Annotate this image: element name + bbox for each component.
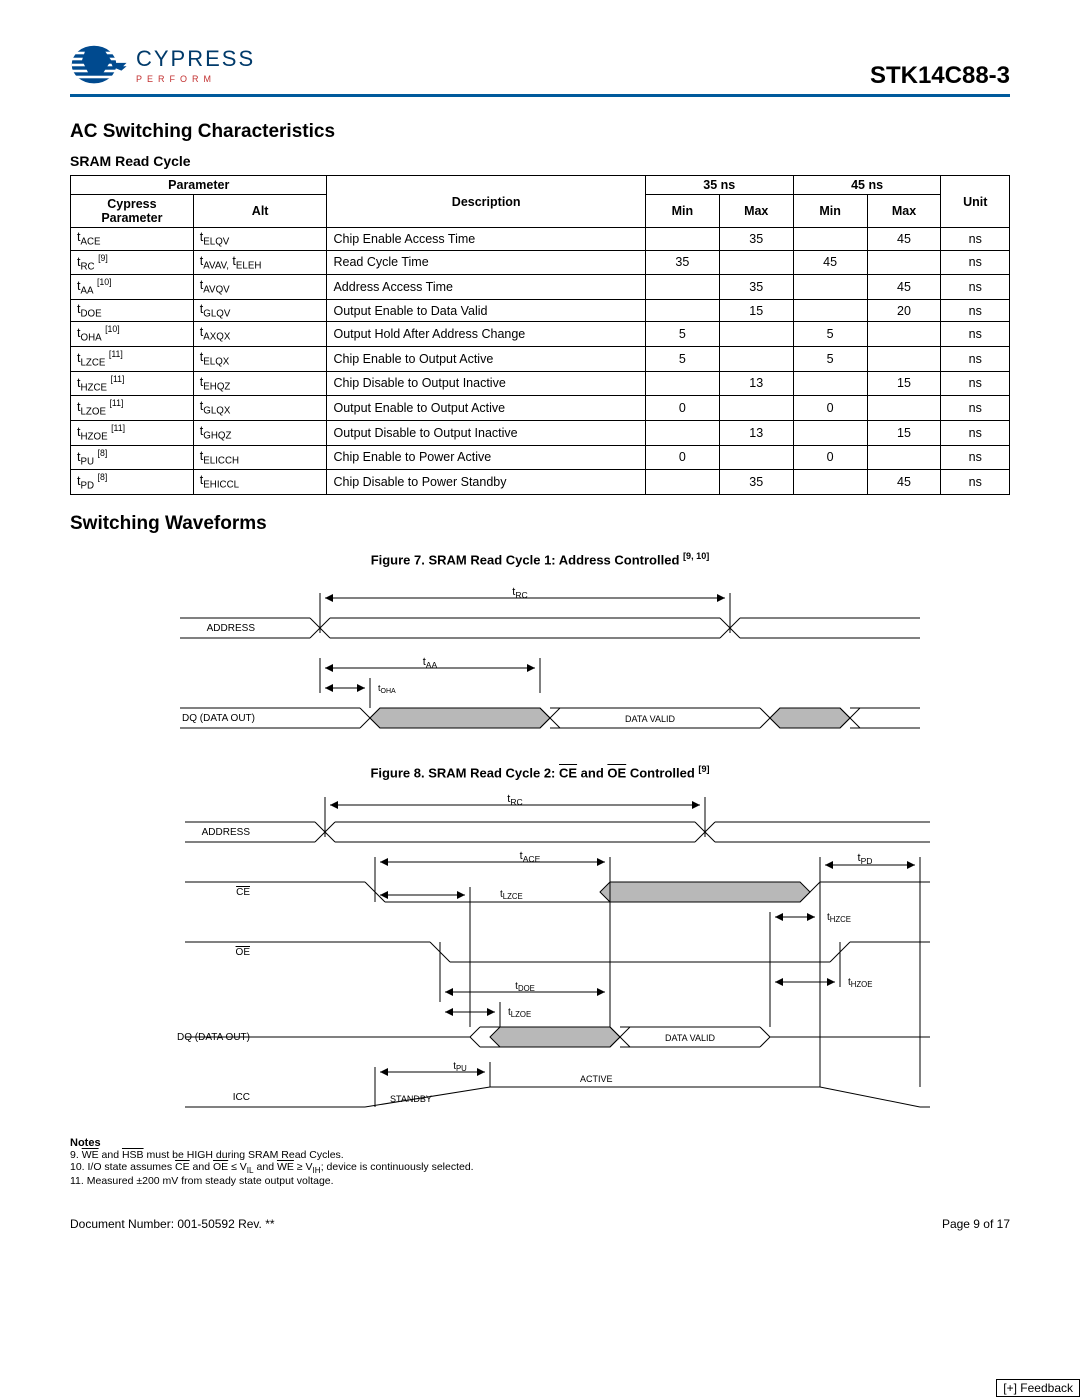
page-footer: Document Number: 001-50592 Rev. ** Page … bbox=[70, 1217, 1010, 1231]
svg-text:tLZOE: tLZOE bbox=[508, 1007, 531, 1019]
note-9: 9. WE and HSB must be HIGH during SRAM R… bbox=[70, 1149, 344, 1161]
doc-number: Document Number: 001-50592 Rev. ** bbox=[70, 1217, 275, 1231]
svg-text:tAA: tAA bbox=[423, 656, 438, 670]
table-row: tDOEtGLQVOutput Enable to Data Valid1520… bbox=[71, 299, 1010, 322]
svg-text:STANDBY: STANDBY bbox=[390, 1094, 432, 1104]
section-ac-title: AC Switching Characteristics bbox=[70, 121, 1010, 143]
th-min35: Min bbox=[645, 195, 719, 228]
cypress-globe-icon bbox=[70, 40, 130, 90]
svg-text:ICC: ICC bbox=[233, 1092, 250, 1103]
page-number: Page 9 of 17 bbox=[942, 1217, 1010, 1231]
svg-text:tPU: tPU bbox=[453, 1061, 467, 1073]
note-11: 11. Measured ±200 mV from steady state o… bbox=[70, 1175, 334, 1187]
table-row: tPU [8]tELICCHChip Enable to Power Activ… bbox=[71, 445, 1010, 470]
table-row: tHZOE [11]tGHQZOutput Disable to Output … bbox=[71, 420, 1010, 445]
table-row: tLZOE [11]tGLQXOutput Enable to Output A… bbox=[71, 396, 1010, 421]
svg-text:OE: OE bbox=[236, 947, 251, 958]
th-max35: Max bbox=[719, 195, 793, 228]
svg-text:tOHA: tOHA bbox=[378, 683, 396, 695]
th-45ns: 45 ns bbox=[793, 176, 941, 195]
figure8-caption: Figure 8. SRAM Read Cycle 2: CE and OE C… bbox=[70, 764, 1010, 780]
th-max45: Max bbox=[867, 195, 941, 228]
part-number: STK14C88-3 bbox=[870, 62, 1010, 90]
timing-diagram-2: tRC ADDRESS tACE tPD bbox=[130, 787, 950, 1117]
th-unit: Unit bbox=[941, 176, 1010, 228]
table-row: tLZCE [11]tELQXChip Enable to Output Act… bbox=[71, 346, 1010, 371]
svg-text:DATA VALID: DATA VALID bbox=[665, 1033, 716, 1043]
svg-text:DATA VALID: DATA VALID bbox=[625, 714, 676, 724]
svg-text:CE: CE bbox=[236, 887, 250, 898]
section-sw-title: Switching Waveforms bbox=[70, 513, 1010, 535]
figure7-caption: Figure 7. SRAM Read Cycle 1: Address Con… bbox=[70, 551, 1010, 567]
spec-table: Parameter Description 35 ns 45 ns Unit C… bbox=[70, 175, 1010, 495]
sram-read-title: SRAM Read Cycle bbox=[70, 153, 1010, 169]
table-row: tHZCE [11]tEHQZChip Disable to Output In… bbox=[71, 371, 1010, 396]
table-row: tRC [9]tAVAV, tELEHRead Cycle Time3545ns bbox=[71, 250, 1010, 275]
table-row: tAA [10]tAVQVAddress Access Time3545ns bbox=[71, 275, 1010, 300]
svg-text:DQ (DATA OUT): DQ (DATA OUT) bbox=[182, 713, 255, 724]
brand-name: CYPRESS bbox=[136, 46, 255, 72]
svg-text:tRC: tRC bbox=[507, 793, 522, 807]
svg-text:ADDRESS: ADDRESS bbox=[207, 623, 256, 634]
svg-text:tHZOE: tHZOE bbox=[848, 977, 872, 989]
notes-title: Notes bbox=[70, 1137, 101, 1149]
header-rule bbox=[70, 94, 1010, 97]
svg-text:tHZCE: tHZCE bbox=[827, 912, 851, 924]
svg-text:ADDRESS: ADDRESS bbox=[202, 827, 251, 838]
feedback-button[interactable]: [+] Feedback bbox=[996, 1379, 1080, 1397]
table-row: tPD [8]tEHICCLChip Disable to Power Stan… bbox=[71, 470, 1010, 495]
th-alt: Alt bbox=[193, 195, 327, 228]
timing-diagram-1: tRC ADDRESS tAA tOHA bbox=[140, 573, 940, 748]
notes: Notes 9. WE and HSB must be HIGH during … bbox=[70, 1137, 1010, 1187]
th-min45: Min bbox=[793, 195, 867, 228]
svg-text:tPD: tPD bbox=[858, 852, 873, 866]
th-cypress: Cypress Parameter bbox=[71, 195, 194, 228]
svg-text:tACE: tACE bbox=[520, 850, 541, 864]
th-desc: Description bbox=[327, 176, 645, 228]
brand-tagline: PERFORM bbox=[136, 74, 255, 84]
note-10: 10. I/O state assumes CE and OE ≤ VIL an… bbox=[70, 1161, 474, 1173]
logo: CYPRESS PERFORM bbox=[70, 40, 255, 90]
page-header: CYPRESS PERFORM STK14C88-3 bbox=[70, 40, 1010, 90]
svg-text:tDOE: tDOE bbox=[515, 981, 535, 993]
svg-text:ACTIVE: ACTIVE bbox=[580, 1074, 613, 1084]
table-row: tACEtELQVChip Enable Access Time3545ns bbox=[71, 228, 1010, 251]
svg-text:tRC: tRC bbox=[512, 586, 527, 600]
th-parameter: Parameter bbox=[71, 176, 327, 195]
th-35ns: 35 ns bbox=[645, 176, 793, 195]
svg-text:tLZCE: tLZCE bbox=[500, 889, 523, 901]
table-row: tOHA [10]tAXQXOutput Hold After Address … bbox=[71, 322, 1010, 347]
